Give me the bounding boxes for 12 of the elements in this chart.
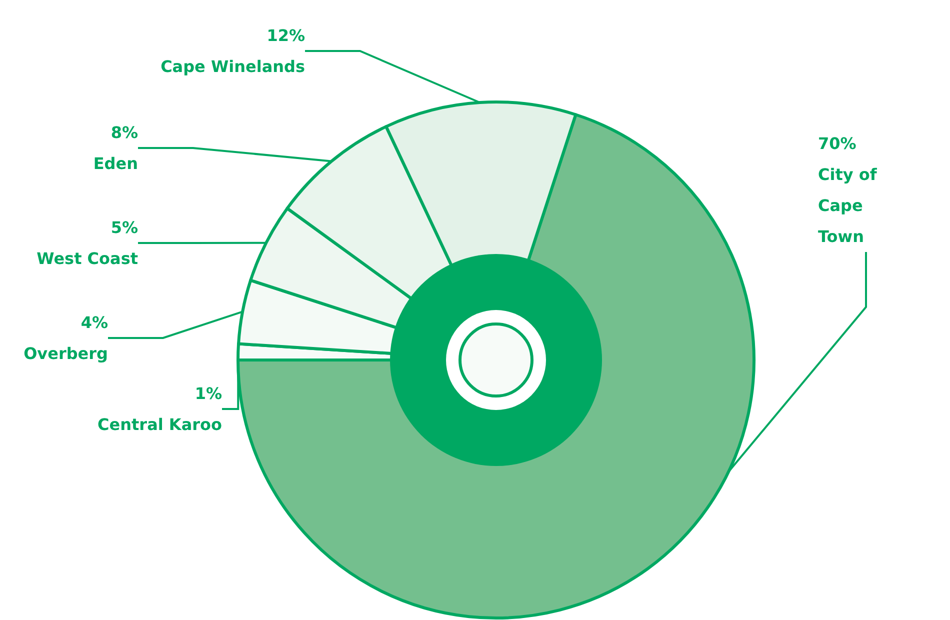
data-label: 12%	[266, 26, 305, 45]
data-label: 5%	[110, 218, 138, 237]
slice-label: Central Karoo	[98, 415, 222, 434]
data-label: 70%	[818, 134, 856, 153]
slice-label: Eden	[93, 154, 138, 173]
slice-label: West Coast	[36, 249, 138, 268]
slice-label: Cape Winelands	[160, 57, 305, 76]
slice-label: Overberg	[24, 344, 108, 363]
data-label: 4%	[80, 313, 108, 332]
data-label: 8%	[110, 123, 138, 142]
data-label: 1%	[194, 384, 222, 403]
slice-label: City of Cape Town	[818, 165, 882, 246]
